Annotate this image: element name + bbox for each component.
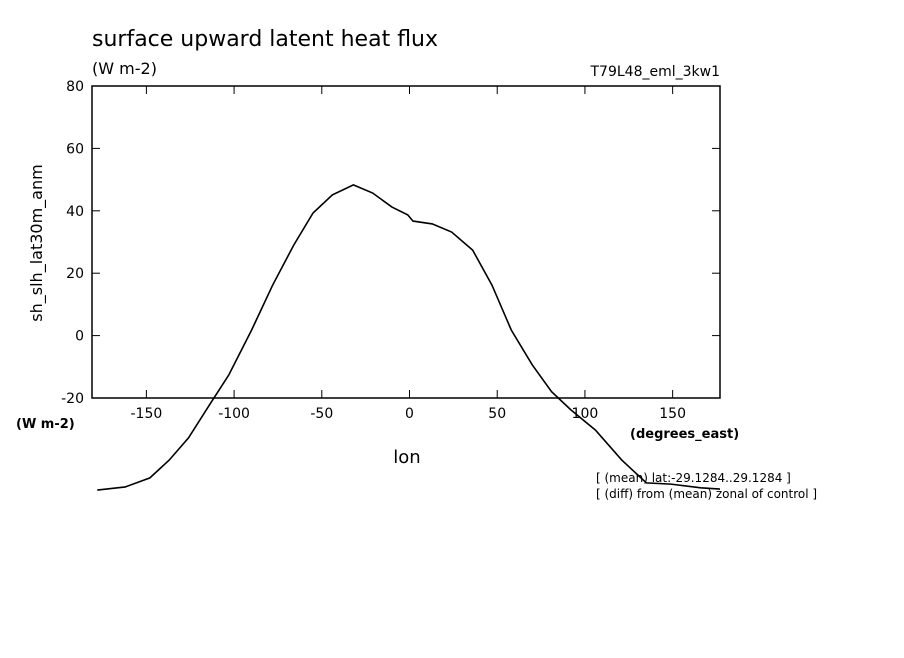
x-tick-label: -150 [130,406,162,422]
y-tick-label: 20 [66,266,84,282]
x-tick-label: 50 [488,406,506,422]
x-tick-label: 100 [572,406,599,422]
x-tick-label: 0 [405,406,414,422]
y-tick-label: 40 [66,204,84,220]
y-tick-label: 80 [66,79,84,95]
x-tick-label: -100 [218,406,250,422]
note: [ (diff) from (mean) zonal of control ] [596,487,817,501]
x-units: (degrees_east) [630,427,739,442]
subtitle: (W m-2) [92,59,157,78]
note: [ (mean) lat:-29.1284..29.1284 ] [596,471,791,485]
y-units: (W m-2) [16,417,75,432]
plot-frame [91,85,721,399]
chart-title: surface upward latent heat flux [92,27,438,52]
y-tick-label: 0 [75,329,84,345]
x-tick-label: -50 [310,406,333,422]
y-tick-label: -20 [61,391,84,407]
x-tick-label: 150 [659,406,686,422]
y-axis-label: sh_slh_lat30m_anm [27,164,47,321]
x-axis-label: lon [393,447,420,468]
y-tick-label: 60 [66,141,84,157]
data-line [97,184,721,491]
run-label: T79L48_eml_3kw1 [590,64,721,80]
